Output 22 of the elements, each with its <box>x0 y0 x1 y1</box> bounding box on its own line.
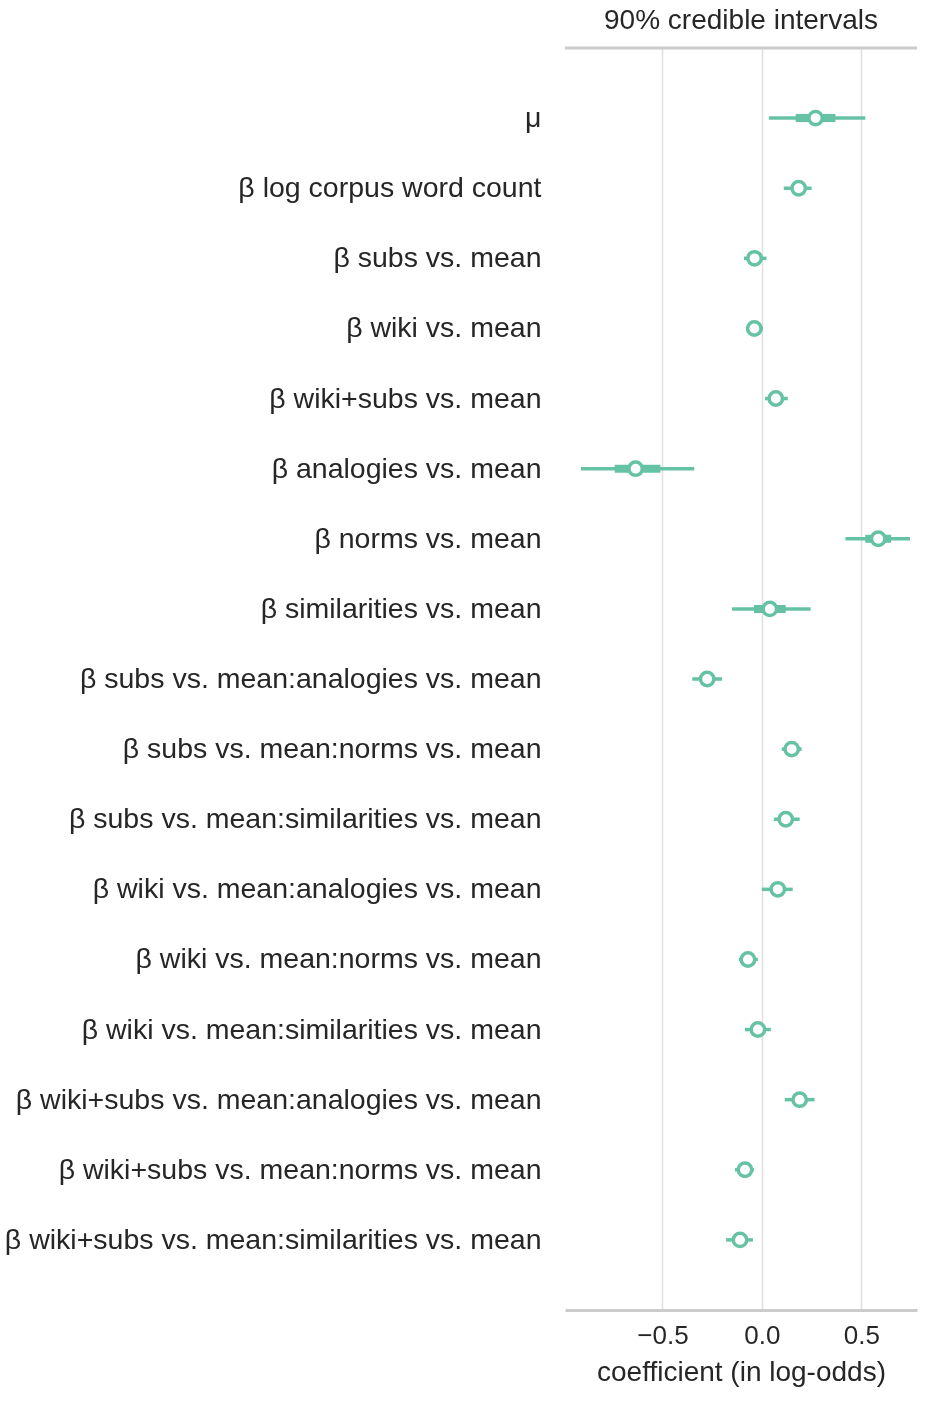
y-tick-label: β wiki vs. mean <box>346 311 542 344</box>
x-tick-label: 0.0 <box>744 1319 781 1350</box>
x-axis-title: coefficient (in log-odds) <box>597 1355 886 1387</box>
y-tick-label: β similarities vs. mean <box>260 591 542 624</box>
y-tick-label: β wiki vs. mean:similarities vs. mean <box>81 1012 542 1045</box>
y-tick-label: μ <box>525 101 542 134</box>
y-tick-label: β wiki vs. mean:norms vs. mean <box>135 942 542 975</box>
y-tick-label: β subs vs. mean:norms vs. mean <box>122 732 542 765</box>
y-tick-label: β subs vs. mean:analogies vs. mean <box>79 662 542 694</box>
y-tick-label: β wiki vs. mean:analogies vs. mean <box>92 872 542 905</box>
x-tick-label: 0.5 <box>843 1319 880 1350</box>
x-tick-label: −0.5 <box>637 1319 689 1350</box>
y-tick-label: β wiki+subs vs. mean:norms vs. mean <box>58 1152 542 1185</box>
y-tick-label: β subs vs. mean <box>333 241 542 274</box>
y-tick-label: β subs vs. mean:similarities vs. mean <box>68 802 542 835</box>
y-tick-label: β analogies vs. mean <box>271 451 542 484</box>
y-tick-label: β log corpus word count <box>238 171 542 204</box>
y-tick-label: β wiki+subs vs. mean:similarities vs. mean <box>4 1222 542 1255</box>
y-tick-label: β norms vs. mean <box>314 521 542 554</box>
y-tick-label: β wiki+subs vs. mean:analogies vs. mean <box>15 1082 542 1115</box>
y-tick-label: β wiki+subs vs. mean <box>269 381 542 414</box>
chart-title: 90% credible intervals <box>604 3 878 35</box>
